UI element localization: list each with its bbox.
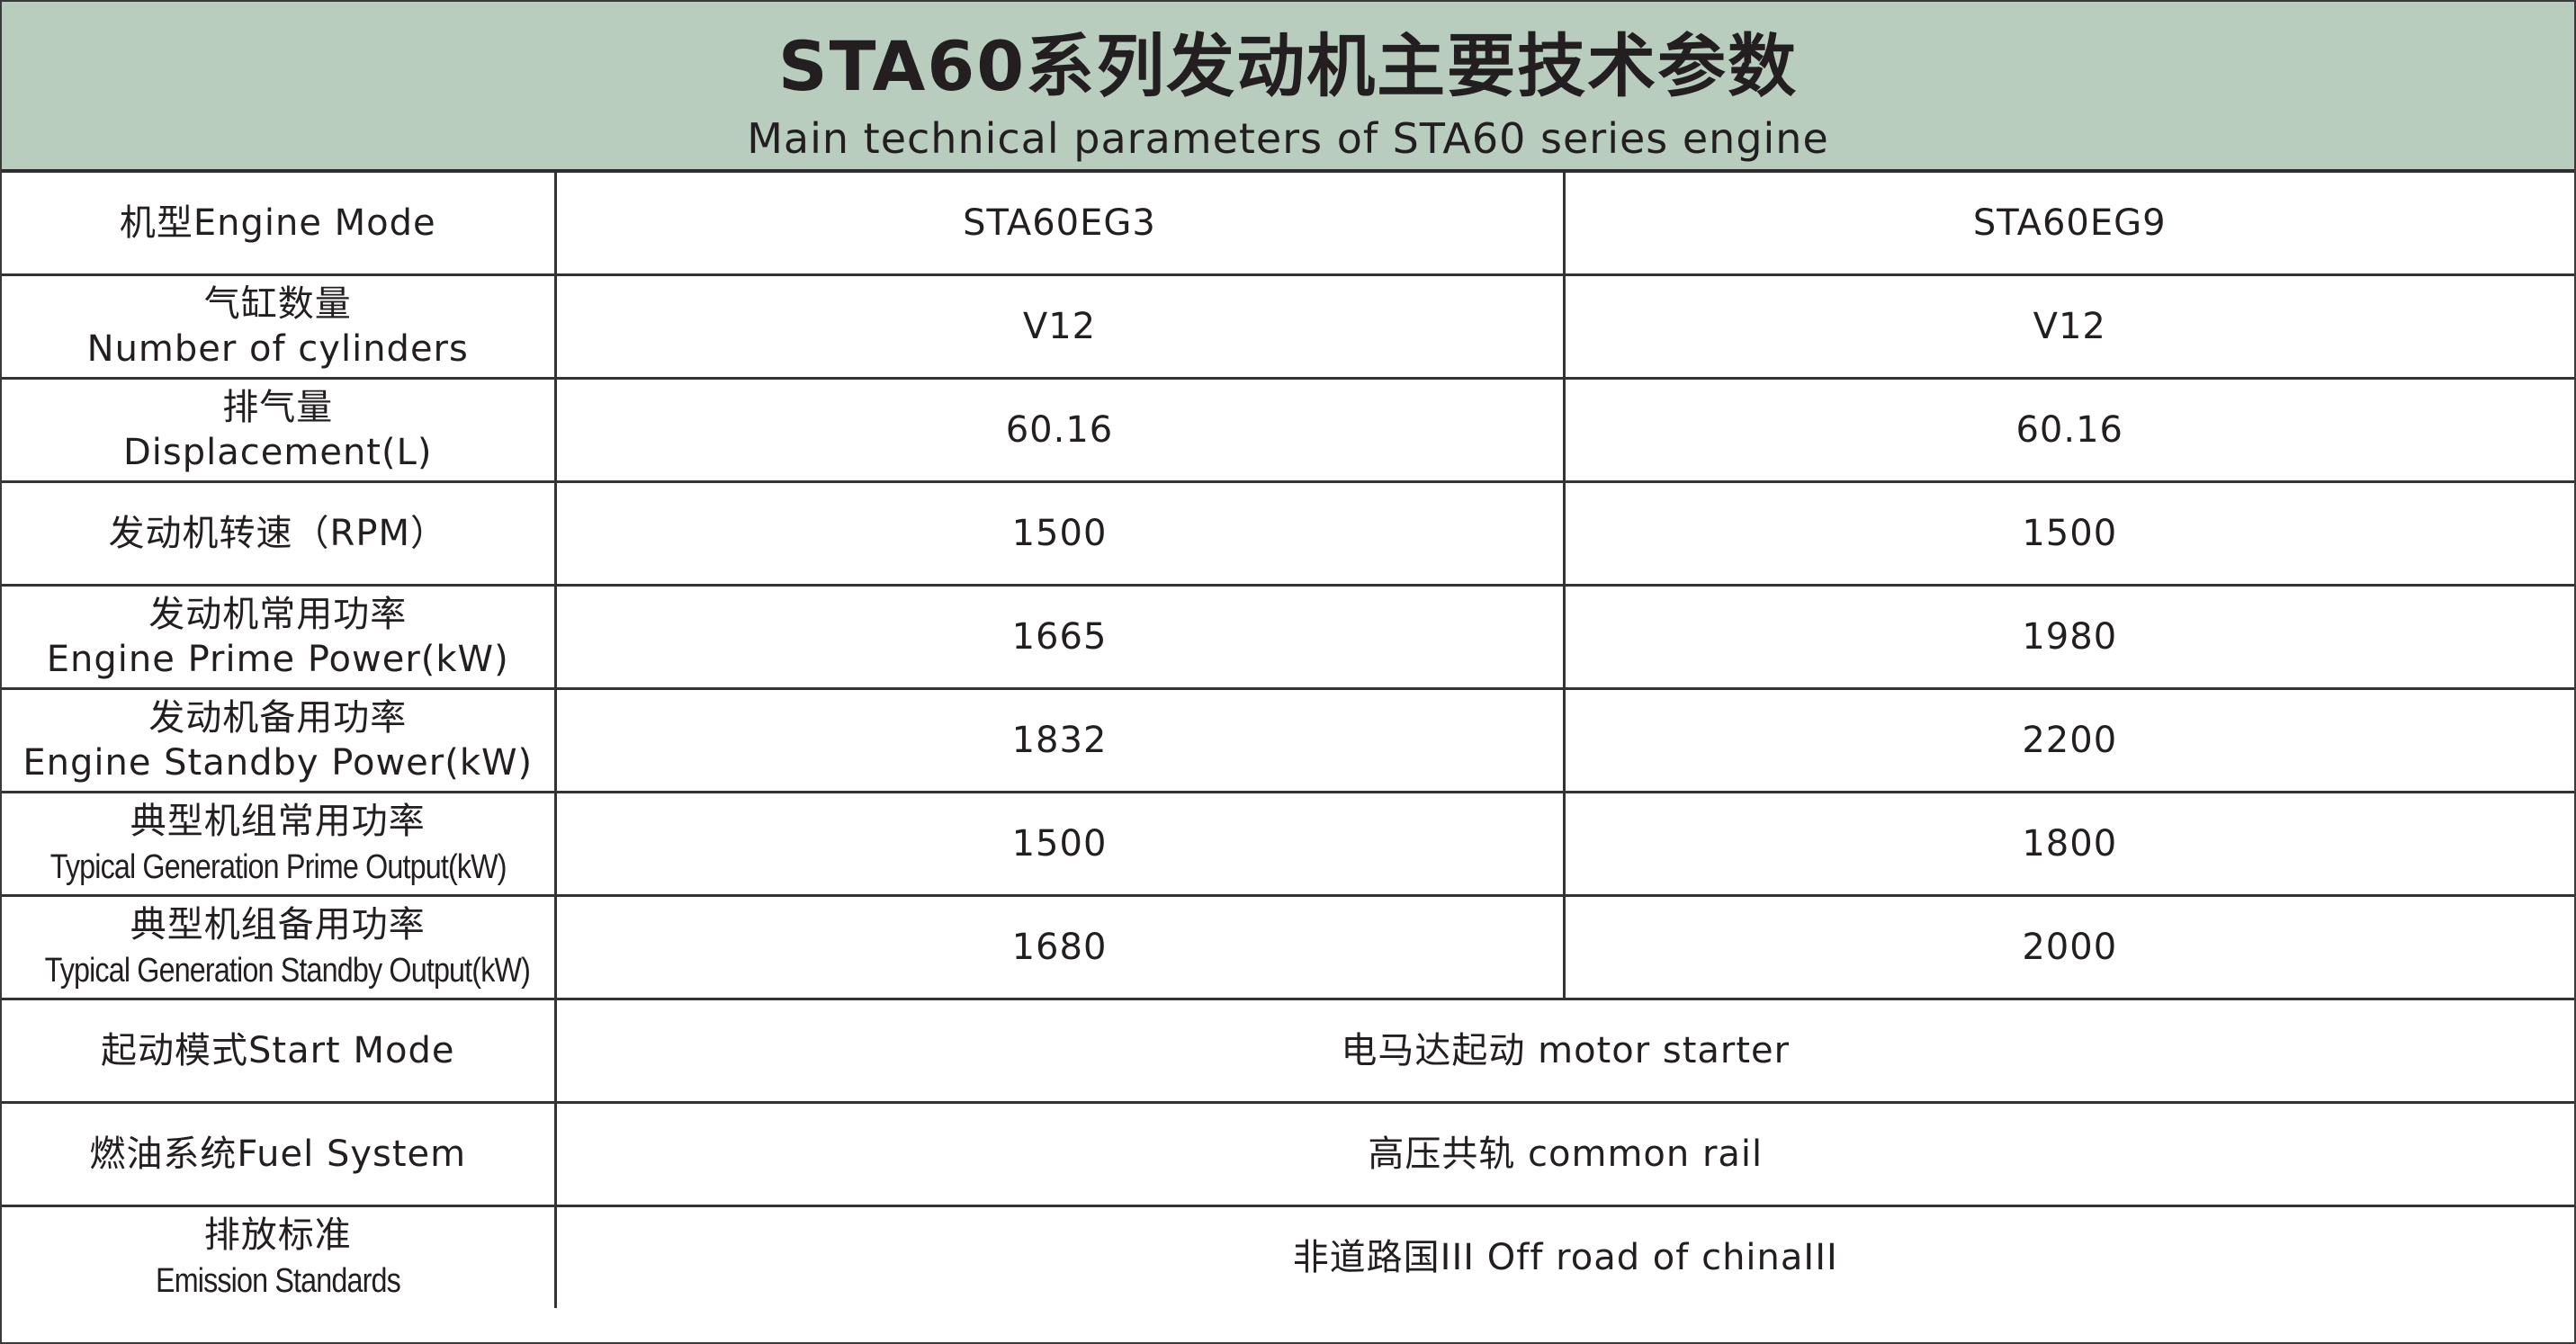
table-row: 典型机组备用功率 Typical Generation Standby Outpu… xyxy=(2,894,2574,1000)
value-cell: 高压共轨 common rail xyxy=(553,1101,2574,1207)
row-label: 典型机组备用功率 Typical Generation Standby Outpu… xyxy=(2,894,557,1000)
label-primary: 发动机备用功率 xyxy=(148,697,408,739)
value-cell: 1800 xyxy=(1562,791,2574,897)
label-english: Typical Generation Standby Output(kW) xyxy=(44,951,531,990)
label-english: Number of cylinders xyxy=(86,328,469,370)
row-label: 机型Engine Mode xyxy=(2,173,557,276)
label-primary: 燃油系统Fuel System xyxy=(89,1133,467,1175)
table-row: 气缸数量 Number of cylinders V12 V12 xyxy=(2,273,2574,380)
table-row: 发动机常用功率 Engine Prime Power(kW) 1665 1980 xyxy=(2,584,2574,690)
table-row: 起动模式Start Mode 电马达起动 motor starter xyxy=(2,998,2574,1104)
value-cell: 60.16 xyxy=(1562,377,2574,483)
value-cell: 1832 xyxy=(553,687,1566,793)
label-primary: 起动模式Start Mode xyxy=(101,1030,455,1071)
label-primary: 典型机组备用功率 xyxy=(130,903,426,945)
value-cell: 2200 xyxy=(1562,687,2574,793)
label-english: Displacement(L) xyxy=(123,432,433,473)
row-label: 发动机转速（RPM） xyxy=(2,480,557,587)
value-cell: 1500 xyxy=(553,480,1566,587)
table-row: 发动机转速（RPM） 1500 1500 xyxy=(2,480,2574,587)
row-label: 起动模式Start Mode xyxy=(2,998,557,1104)
label-english: Engine Standby Power(kW) xyxy=(22,742,534,784)
value-cell: 1500 xyxy=(1562,480,2574,587)
row-label: 发动机备用功率 Engine Standby Power(kW) xyxy=(2,687,557,793)
label-primary: 发动机常用功率 xyxy=(148,594,408,635)
row-label: 排放标准 Emission Standards xyxy=(2,1205,557,1308)
table-row: 典型机组常用功率 Typical Generation Prime Output(… xyxy=(2,791,2574,897)
label-english: Engine Prime Power(kW) xyxy=(46,639,509,680)
page-subtitle: Main technical parameters of STA60 serie… xyxy=(747,114,1829,163)
page-title: STA60系列发动机主要技术参数 xyxy=(777,26,1799,106)
table-row: 燃油系统Fuel System 高压共轨 common rail xyxy=(2,1101,2574,1207)
label-primary: 排气量 xyxy=(222,387,334,428)
label-english: Emission Standards xyxy=(155,1261,401,1300)
label-primary: 排放标准 xyxy=(203,1214,352,1256)
value-cell: STA60EG3 xyxy=(553,173,1566,276)
table-row: 发动机备用功率 Engine Standby Power(kW) 1832 2200 xyxy=(2,687,2574,793)
value-cell: STA60EG9 xyxy=(1562,173,2574,276)
spec-table: 机型Engine Mode STA60EG3 STA60EG9 气缸数量 Number … xyxy=(2,173,2574,1308)
row-label: 发动机常用功率 Engine Prime Power(kW) xyxy=(2,584,557,690)
table-row: 排放标准 Emission Standards 非道路国III Off road o… xyxy=(2,1205,2574,1308)
label-english: Typical Generation Prime Output(kW) xyxy=(49,847,507,886)
row-label: 典型机组常用功率 Typical Generation Prime Output(… xyxy=(2,791,557,897)
value-cell: 电马达起动 motor starter xyxy=(553,998,2574,1104)
value-cell: 1665 xyxy=(553,584,1566,690)
label-primary: 气缸数量 xyxy=(203,283,352,325)
row-label: 排气量 Displacement(L) xyxy=(2,377,557,483)
label-primary: 机型Engine Mode xyxy=(119,202,436,244)
label-primary: 发动机转速（RPM） xyxy=(108,513,447,554)
label-primary: 典型机组常用功率 xyxy=(130,800,426,842)
row-label: 燃油系统Fuel System xyxy=(2,1101,557,1207)
value-cell: 1500 xyxy=(553,791,1566,897)
value-cell: 1680 xyxy=(553,894,1566,1000)
value-cell: 60.16 xyxy=(553,377,1566,483)
value-cell: 非道路国III Off road of chinaIII xyxy=(553,1205,2574,1308)
value-cell: V12 xyxy=(553,273,1566,380)
table-row: 排气量 Displacement(L) 60.16 60.16 xyxy=(2,377,2574,483)
row-label: 气缸数量 Number of cylinders xyxy=(2,273,557,380)
table-row: 机型Engine Mode STA60EG3 STA60EG9 xyxy=(2,173,2574,276)
value-cell: 2000 xyxy=(1562,894,2574,1000)
table-header: STA60系列发动机主要技术参数 Main technical paramete… xyxy=(2,2,2574,173)
value-cell: V12 xyxy=(1562,273,2574,380)
value-cell: 1980 xyxy=(1562,584,2574,690)
